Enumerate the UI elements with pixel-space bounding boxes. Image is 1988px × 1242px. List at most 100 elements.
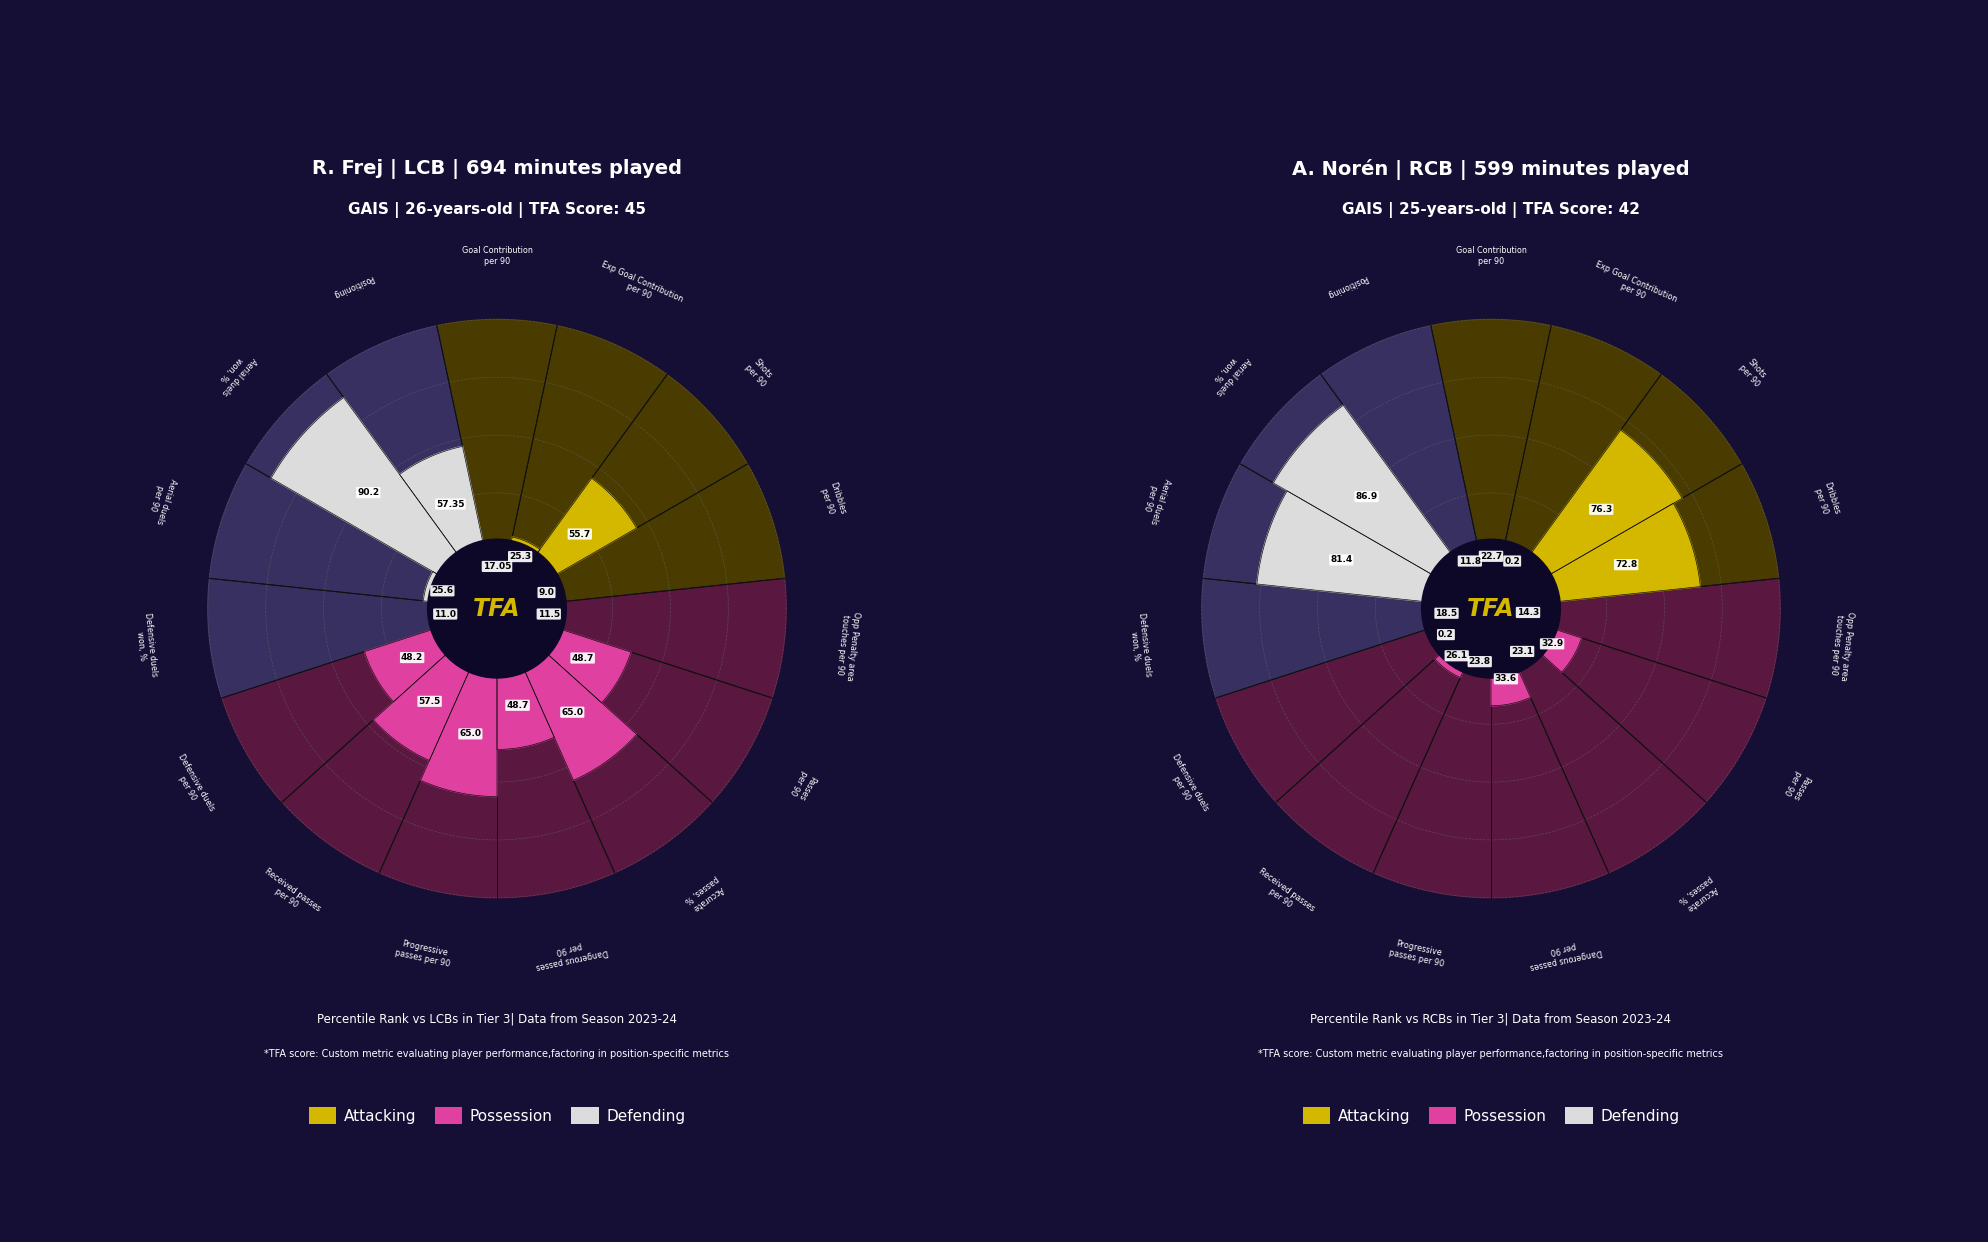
Text: Received passes
per 90: Received passes per 90 <box>256 867 322 922</box>
Circle shape <box>427 539 567 678</box>
Polygon shape <box>497 465 785 609</box>
Polygon shape <box>1435 609 1491 678</box>
Polygon shape <box>1491 609 1582 672</box>
Polygon shape <box>1437 602 1491 625</box>
Text: 0.2: 0.2 <box>1505 556 1521 565</box>
Text: *TFA score: Custom metric evaluating player performance,factoring in position-sp: *TFA score: Custom metric evaluating pla… <box>1258 1049 1724 1059</box>
Polygon shape <box>497 609 771 802</box>
Polygon shape <box>497 596 523 609</box>
Text: Opp Penalty area
touches per 90: Opp Penalty area touches per 90 <box>835 610 861 681</box>
Legend: Attacking, Possession, Defending: Attacking, Possession, Defending <box>302 1100 692 1130</box>
Text: 9.0: 9.0 <box>539 587 555 597</box>
Polygon shape <box>1491 609 1541 669</box>
Text: Dangerous passes
per 90: Dangerous passes per 90 <box>533 936 608 971</box>
Text: TFA: TFA <box>1467 596 1515 621</box>
Text: Dribbles
per 90: Dribbles per 90 <box>1813 481 1841 518</box>
Text: 33.6: 33.6 <box>1495 674 1517 683</box>
Polygon shape <box>497 609 614 898</box>
Polygon shape <box>1491 503 1700 609</box>
Text: 23.8: 23.8 <box>1469 657 1491 666</box>
Polygon shape <box>364 609 497 702</box>
Polygon shape <box>1274 405 1491 609</box>
Polygon shape <box>270 397 497 609</box>
Text: 86.9: 86.9 <box>1356 492 1378 501</box>
Text: 11.0: 11.0 <box>433 610 455 619</box>
Text: Percentile Rank vs LCBs in Tier 3| Data from Season 2023-24: Percentile Rank vs LCBs in Tier 3| Data … <box>316 1012 678 1026</box>
Polygon shape <box>1241 375 1491 609</box>
Text: 26.1: 26.1 <box>1445 651 1467 661</box>
Text: Goal Contribution
per 90: Goal Contribution per 90 <box>461 246 533 266</box>
Polygon shape <box>209 465 497 609</box>
Polygon shape <box>282 609 497 873</box>
Polygon shape <box>380 609 497 898</box>
Text: Defensive duels
won, %: Defensive duels won, % <box>133 612 159 678</box>
Polygon shape <box>497 609 636 780</box>
Polygon shape <box>1491 579 1779 698</box>
Polygon shape <box>1491 609 1531 705</box>
Polygon shape <box>1276 609 1491 873</box>
Polygon shape <box>487 559 507 609</box>
Text: Passes
per 90: Passes per 90 <box>787 769 817 801</box>
Polygon shape <box>497 478 636 609</box>
Text: Accurate
passes, %: Accurate passes, % <box>682 874 726 914</box>
Polygon shape <box>497 609 712 873</box>
Polygon shape <box>209 579 497 698</box>
Polygon shape <box>374 609 497 760</box>
Text: Progressive
passes per 90: Progressive passes per 90 <box>1388 938 1447 969</box>
Polygon shape <box>1491 605 1533 621</box>
Polygon shape <box>1477 543 1505 609</box>
Polygon shape <box>465 605 497 619</box>
Polygon shape <box>1491 325 1660 609</box>
Polygon shape <box>247 375 497 609</box>
Text: *TFA score: Custom metric evaluating player performance,factoring in position-sp: *TFA score: Custom metric evaluating pla… <box>264 1049 730 1059</box>
Text: Shots
per 90: Shots per 90 <box>744 356 775 389</box>
Polygon shape <box>1491 609 1765 802</box>
Text: TFA: TFA <box>473 596 521 621</box>
Text: Passes
per 90: Passes per 90 <box>1781 769 1811 801</box>
Polygon shape <box>497 375 747 609</box>
Polygon shape <box>1491 609 1608 898</box>
Text: 55.7: 55.7 <box>569 529 590 539</box>
Text: GAIS | 25-years-old | TFA Score: 42: GAIS | 25-years-old | TFA Score: 42 <box>1342 201 1640 217</box>
Text: Aerial duels
won, %: Aerial duels won, % <box>213 349 258 396</box>
Text: 25.3: 25.3 <box>509 553 531 561</box>
Text: GAIS | 26-years-old | TFA Score: 45: GAIS | 26-years-old | TFA Score: 45 <box>348 201 646 217</box>
Polygon shape <box>1431 319 1551 609</box>
Text: Goal Contribution
per 90: Goal Contribution per 90 <box>1455 246 1527 266</box>
Polygon shape <box>1491 430 1682 609</box>
Polygon shape <box>1491 465 1779 609</box>
Text: 11.5: 11.5 <box>537 610 561 619</box>
Text: Dangerous passes
per 90: Dangerous passes per 90 <box>1527 936 1602 971</box>
Text: 48.2: 48.2 <box>402 653 423 662</box>
Text: Accurate
passes, %: Accurate passes, % <box>1676 874 1720 914</box>
Text: 57.35: 57.35 <box>435 499 465 508</box>
Text: 22.7: 22.7 <box>1479 551 1503 561</box>
Text: Positioning: Positioning <box>1326 273 1370 299</box>
Polygon shape <box>1203 579 1491 698</box>
Polygon shape <box>1471 575 1491 609</box>
Polygon shape <box>437 319 557 609</box>
Text: 25.6: 25.6 <box>431 586 453 595</box>
Legend: Attacking, Possession, Defending: Attacking, Possession, Defending <box>1296 1100 1686 1130</box>
Text: Positioning: Positioning <box>332 273 376 299</box>
Text: Defensive duels
won, %: Defensive duels won, % <box>1127 612 1153 678</box>
Polygon shape <box>1217 609 1491 802</box>
Polygon shape <box>1322 325 1491 609</box>
Text: Exp Goal Contribution
per 90: Exp Goal Contribution per 90 <box>1590 260 1678 313</box>
Text: 65.0: 65.0 <box>561 708 582 717</box>
Text: 81.4: 81.4 <box>1330 555 1352 564</box>
Text: Aerial duels
won, %: Aerial duels won, % <box>1207 349 1252 396</box>
Text: Shots
per 90: Shots per 90 <box>1738 356 1769 389</box>
Polygon shape <box>423 571 497 609</box>
Polygon shape <box>223 609 497 802</box>
Polygon shape <box>1256 491 1491 609</box>
Polygon shape <box>1203 465 1491 609</box>
Polygon shape <box>497 579 785 698</box>
Text: Aerial duels
per 90: Aerial duels per 90 <box>145 474 179 525</box>
Text: 32.9: 32.9 <box>1541 640 1563 648</box>
Polygon shape <box>497 609 630 703</box>
Text: 0.2: 0.2 <box>1437 630 1453 640</box>
Polygon shape <box>497 325 666 609</box>
Text: 17.05: 17.05 <box>483 561 511 571</box>
Text: 76.3: 76.3 <box>1590 504 1612 514</box>
